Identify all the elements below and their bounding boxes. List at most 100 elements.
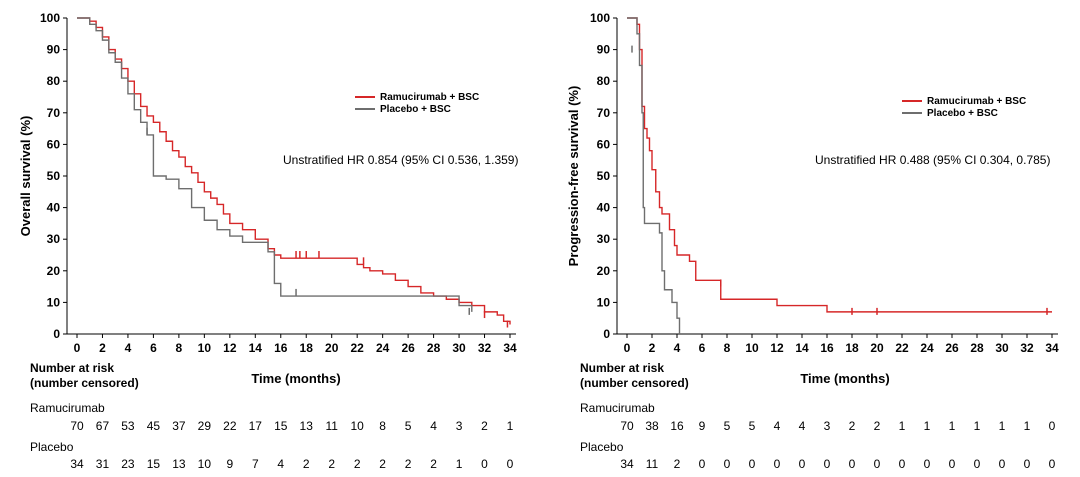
x-axis-label: Time (months) bbox=[800, 371, 889, 386]
risk-pbo-count: 0 bbox=[974, 457, 981, 471]
risk-pbo-count: 2 bbox=[405, 457, 412, 471]
risk-pbo-count: 0 bbox=[507, 457, 514, 471]
risk-pbo-count: 0 bbox=[1024, 457, 1031, 471]
x-tick-label: 20 bbox=[325, 341, 339, 355]
risk-ram-count: 3 bbox=[456, 419, 463, 433]
x-axis-label: Time (months) bbox=[251, 371, 340, 386]
risk-pbo-count: 0 bbox=[481, 457, 488, 471]
x-tick-label: 0 bbox=[624, 341, 631, 355]
risk-ram-count: 37 bbox=[172, 419, 186, 433]
risk-ram-count: 2 bbox=[481, 419, 488, 433]
y-tick-label: 40 bbox=[47, 201, 61, 215]
risk-ram-count: 17 bbox=[249, 419, 263, 433]
y-tick-label: 40 bbox=[597, 201, 611, 215]
x-tick-label: 2 bbox=[649, 341, 656, 355]
y-tick-label: 0 bbox=[603, 327, 610, 341]
x-tick-label: 10 bbox=[198, 341, 212, 355]
y-tick-label: 90 bbox=[597, 43, 611, 57]
risk-ram-count: 4 bbox=[774, 419, 781, 433]
ramucirumab-survival-curve bbox=[627, 17, 1052, 313]
y-axis-label: Overall survival (%) bbox=[18, 116, 33, 237]
risk-ram-count: 0 bbox=[1049, 419, 1056, 433]
y-tick-label: 90 bbox=[47, 43, 61, 57]
legend-pbo-label: Placebo + BSC bbox=[927, 108, 998, 119]
risk-ram-count: 9 bbox=[699, 419, 706, 433]
y-tick-label: 80 bbox=[597, 74, 611, 88]
y-tick-label: 100 bbox=[40, 11, 60, 25]
progression-free-survival-panel: Progression-free survival (%) Time (mont… bbox=[566, 11, 1059, 471]
risk-pbo-count: 0 bbox=[924, 457, 931, 471]
legend-pbo-label: Placebo + BSC bbox=[380, 104, 451, 115]
risk-ram-count: 29 bbox=[198, 419, 212, 433]
y-tick-label: 60 bbox=[597, 137, 611, 151]
legend-ram-label: Ramucirumab + BSC bbox=[927, 96, 1026, 107]
x-tick-label: 18 bbox=[300, 341, 314, 355]
x-tick-label: 4 bbox=[125, 341, 132, 355]
x-tick-label: 8 bbox=[724, 341, 731, 355]
risk-pbo-count: 2 bbox=[379, 457, 386, 471]
risk-table-subtitle: (number censored) bbox=[580, 376, 689, 390]
x-tick-label: 34 bbox=[1045, 341, 1059, 355]
x-tick-label: 10 bbox=[745, 341, 759, 355]
risk-ram-count: 2 bbox=[874, 419, 881, 433]
risk-pbo-count: 0 bbox=[824, 457, 831, 471]
risk-table-title: Number at risk bbox=[30, 361, 114, 375]
risk-ram-label: Ramucirumab bbox=[580, 401, 655, 415]
risk-pbo-count: 2 bbox=[328, 457, 335, 471]
risk-pbo-count: 2 bbox=[674, 457, 681, 471]
risk-pbo-count: 23 bbox=[121, 457, 135, 471]
legend-ram-label: Ramucirumab + BSC bbox=[380, 92, 479, 103]
risk-pbo-count: 34 bbox=[620, 457, 634, 471]
x-tick-label: 4 bbox=[674, 341, 681, 355]
risk-pbo-count: 0 bbox=[874, 457, 881, 471]
risk-ram-count: 1 bbox=[507, 419, 514, 433]
risk-pbo-label: Placebo bbox=[580, 440, 624, 454]
risk-ram-count: 1 bbox=[949, 419, 956, 433]
overall-survival-panel: Overall survival (%) Time (months) Unstr… bbox=[18, 11, 518, 471]
risk-table-subtitle: (number censored) bbox=[30, 376, 139, 390]
x-tick-label: 12 bbox=[223, 341, 237, 355]
y-tick-label: 60 bbox=[47, 137, 61, 151]
y-tick-label: 70 bbox=[47, 106, 61, 120]
x-tick-label: 16 bbox=[820, 341, 834, 355]
risk-ram-count: 67 bbox=[96, 419, 110, 433]
x-tick-label: 32 bbox=[1020, 341, 1034, 355]
risk-ram-count: 5 bbox=[724, 419, 731, 433]
y-tick-label: 0 bbox=[53, 327, 60, 341]
y-tick-label: 70 bbox=[597, 106, 611, 120]
risk-ram-count: 22 bbox=[223, 419, 237, 433]
risk-pbo-count: 0 bbox=[749, 457, 756, 471]
x-tick-label: 16 bbox=[274, 341, 288, 355]
x-tick-label: 34 bbox=[503, 341, 517, 355]
risk-pbo-count: 0 bbox=[849, 457, 856, 471]
risk-ram-count: 45 bbox=[147, 419, 161, 433]
risk-pbo-count: 2 bbox=[354, 457, 361, 471]
risk-pbo-count: 15 bbox=[147, 457, 161, 471]
risk-pbo-count: 2 bbox=[430, 457, 437, 471]
risk-ram-count: 53 bbox=[121, 419, 135, 433]
risk-ram-count: 15 bbox=[274, 419, 288, 433]
risk-ram-count: 1 bbox=[899, 419, 906, 433]
y-tick-label: 10 bbox=[47, 295, 61, 309]
risk-ram-count: 8 bbox=[379, 419, 386, 433]
risk-ram-count: 38 bbox=[645, 419, 659, 433]
risk-pbo-count: 0 bbox=[724, 457, 731, 471]
x-tick-label: 26 bbox=[945, 341, 959, 355]
risk-pbo-count: 2 bbox=[303, 457, 310, 471]
x-tick-label: 14 bbox=[249, 341, 263, 355]
x-tick-label: 30 bbox=[995, 341, 1009, 355]
x-tick-label: 6 bbox=[150, 341, 157, 355]
y-tick-label: 50 bbox=[47, 169, 61, 183]
risk-pbo-count: 31 bbox=[96, 457, 110, 471]
risk-pbo-label: Placebo bbox=[30, 440, 74, 454]
placebo-survival-curve bbox=[77, 17, 473, 312]
risk-ram-count: 1 bbox=[999, 419, 1006, 433]
x-tick-label: 12 bbox=[770, 341, 784, 355]
risk-ram-count: 16 bbox=[670, 419, 684, 433]
risk-ram-count: 10 bbox=[350, 419, 364, 433]
hazard-ratio-annotation: Unstratified HR 0.854 (95% CI 0.536, 1.3… bbox=[283, 153, 518, 167]
y-tick-label: 100 bbox=[590, 11, 610, 25]
x-tick-label: 26 bbox=[401, 341, 415, 355]
risk-ram-count: 4 bbox=[799, 419, 806, 433]
risk-pbo-count: 1 bbox=[456, 457, 463, 471]
